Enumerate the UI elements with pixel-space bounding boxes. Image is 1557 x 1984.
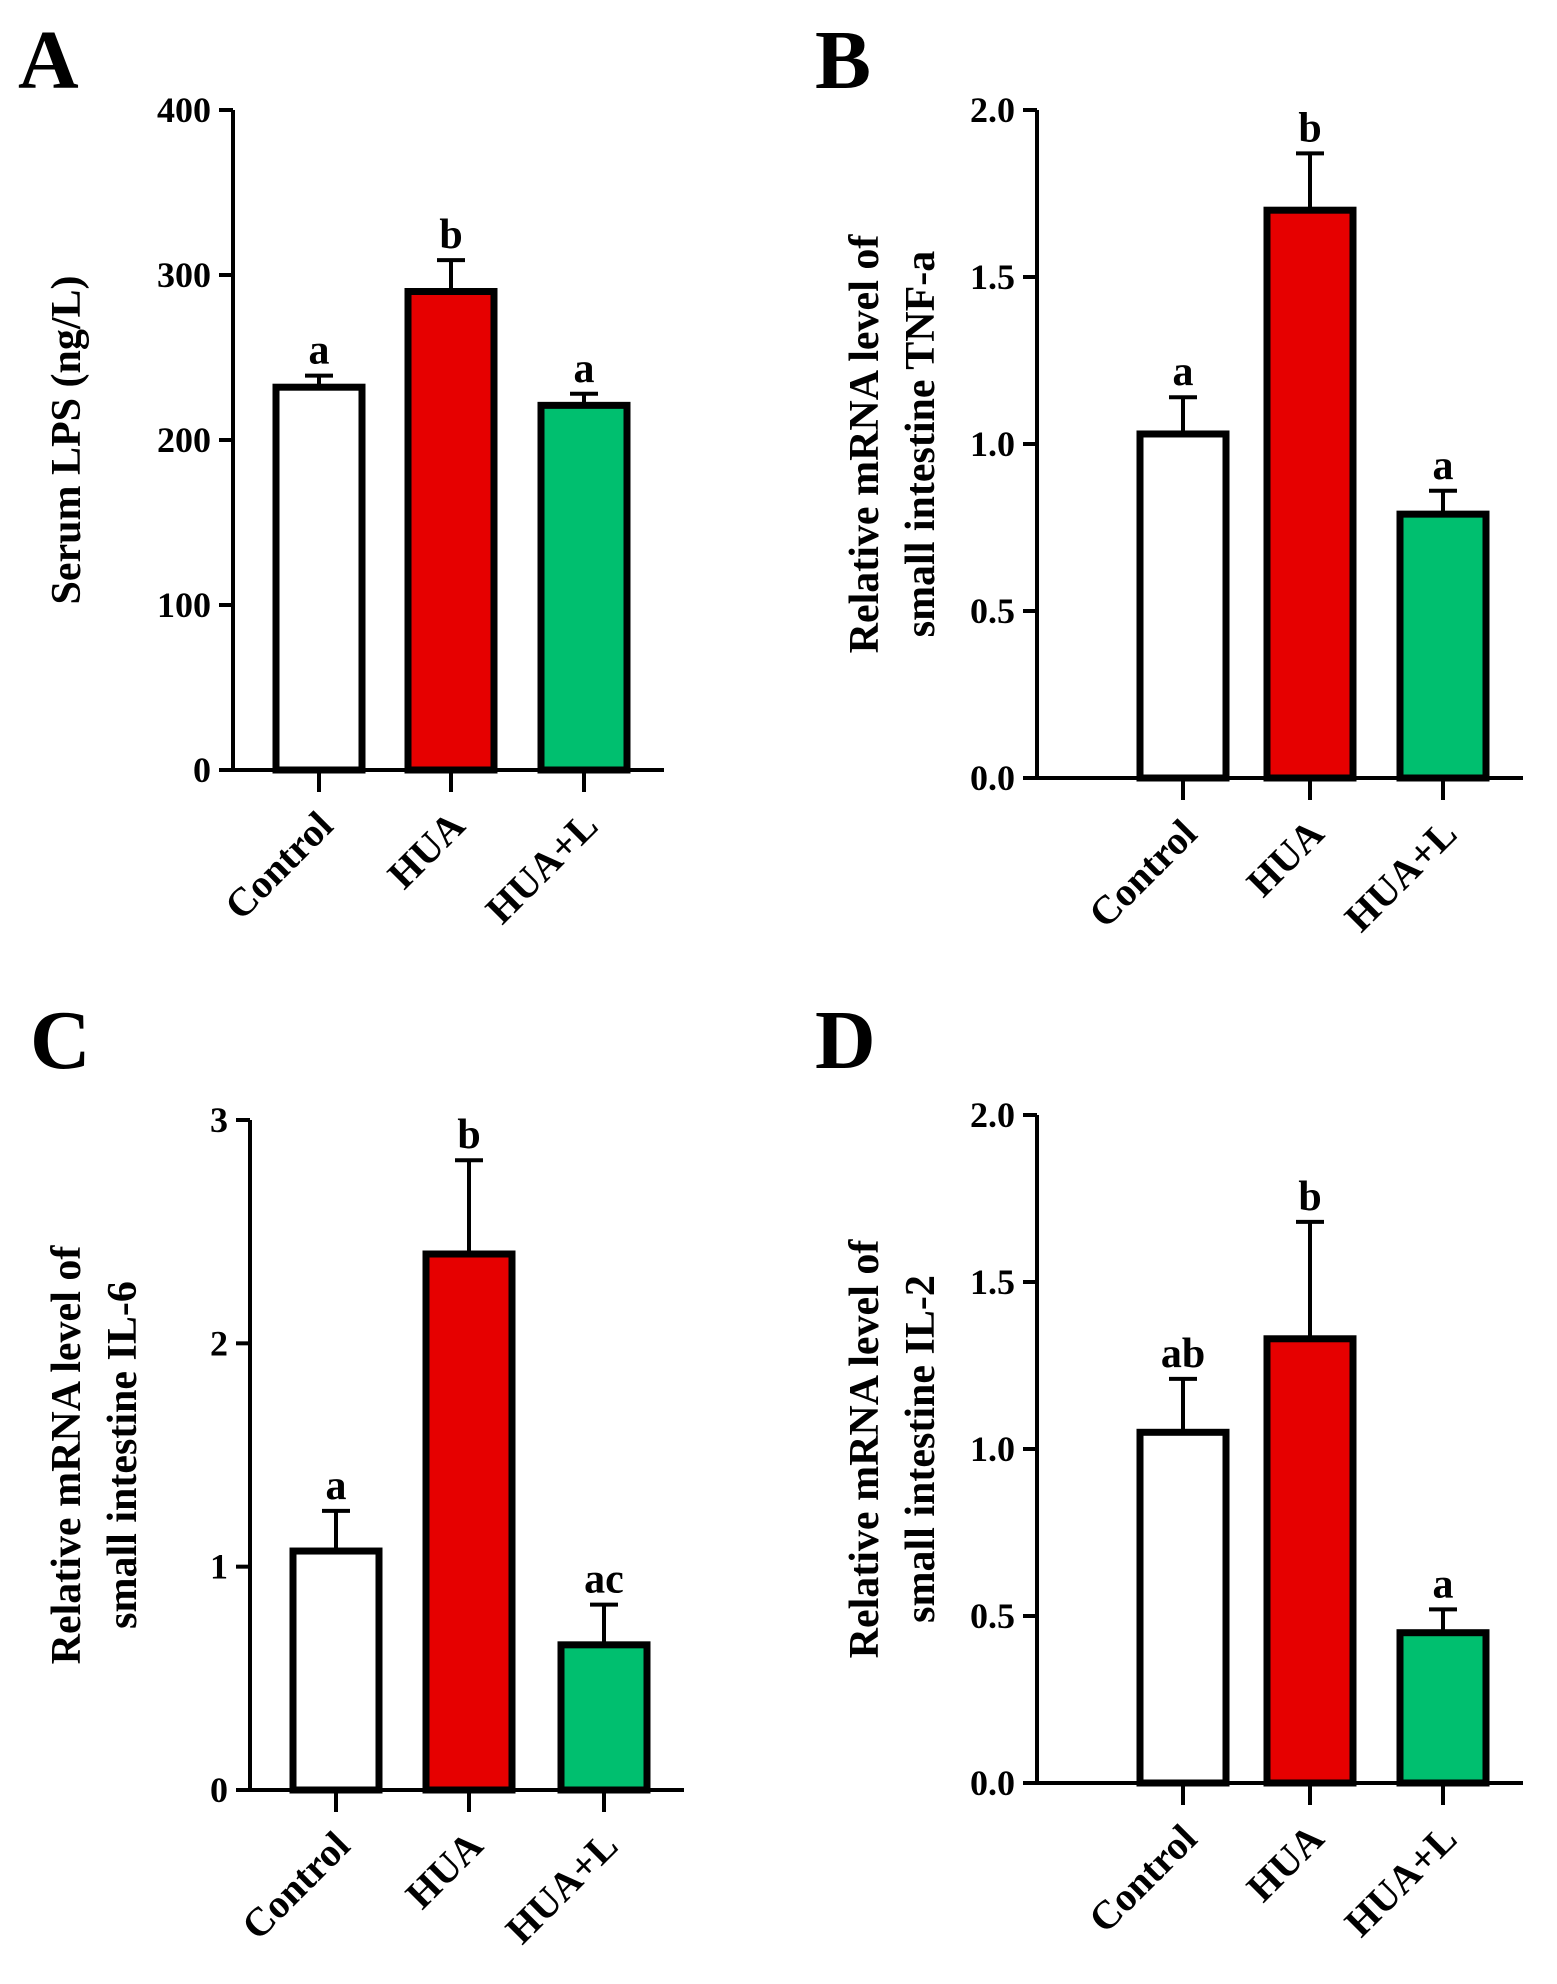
bar-hua [404, 288, 498, 774]
panel-letter: A [18, 14, 79, 107]
significance-label: a [1173, 349, 1194, 395]
significance-label: b [439, 212, 462, 258]
x-category-label: Control [233, 1823, 359, 1949]
significance-label: b [457, 1112, 480, 1158]
y-tick-label: 1.0 [970, 424, 1015, 464]
y-tick-label: 300 [157, 255, 211, 295]
x-category-label: HUA [1238, 1815, 1333, 1910]
y-tick-label: 2 [210, 1323, 228, 1363]
panel-letter: C [30, 994, 91, 1087]
significance-label: a [574, 346, 595, 392]
bar-hua-l [537, 401, 631, 774]
y-tick-label: 200 [157, 420, 211, 460]
significance-label: a [1433, 1561, 1454, 1607]
bar-hua-l [557, 1641, 651, 1794]
bar-control [289, 1547, 383, 1794]
x-category-label: Control [1080, 811, 1206, 937]
panel-letter: D [815, 994, 876, 1087]
x-category-label: HUA [397, 1822, 492, 1917]
y-tick-label: 2.0 [970, 90, 1015, 130]
y-tick-label: 3 [210, 1100, 228, 1140]
x-category-label: HUA+L [1336, 811, 1466, 941]
significance-label: b [1298, 1174, 1321, 1220]
y-tick-label: 0.0 [970, 758, 1015, 798]
bar-hua [1263, 1335, 1357, 1787]
y-tick-label: 0.0 [970, 1763, 1015, 1803]
x-category-label: HUA [1238, 810, 1333, 905]
x-category-label: Control [1080, 1816, 1206, 1942]
panel-D: D 0.0 0.5 1.0 1.5 2.0 Relative mRNA level of sm… [815, 994, 1523, 1945]
y-tick-label: 1 [210, 1547, 228, 1587]
y-axis-label-line: small intestine TNF-a [898, 251, 944, 638]
y-tick-label: 0 [193, 750, 211, 790]
x-category-label: HUA+L [1336, 1816, 1466, 1946]
bar-hua [422, 1250, 516, 1794]
bar-control [1136, 430, 1230, 782]
x-category-label: HUA [379, 802, 474, 897]
bar-hua-l [1396, 510, 1490, 782]
y-axis-label-line: Relative mRNA level of [842, 1239, 888, 1659]
y-tick-label: 0.5 [970, 1596, 1015, 1636]
significance-label: ab [1161, 1331, 1205, 1377]
x-category-label: HUA+L [477, 803, 607, 933]
significance-label: a [1433, 443, 1454, 489]
significance-label: a [326, 1463, 347, 1509]
panel-A: A 0 100 200 300 400 Serum LPS (ng/L) a Control b H… [18, 14, 664, 932]
y-axis-label-line: Relative mRNA level of [44, 1245, 90, 1665]
bar-hua [1263, 206, 1357, 782]
y-axis-label: Relative mRNA level of small intestine TN… [842, 234, 944, 654]
significance-label: a [309, 328, 330, 374]
x-category-label: Control [216, 803, 342, 929]
bar-hua-l [1396, 1629, 1490, 1787]
y-tick-label: 400 [157, 90, 211, 130]
panel-B: B 0.0 0.5 1.0 1.5 2.0 Relative mRNA level of sm… [815, 14, 1523, 940]
panel-letter: B [815, 14, 871, 107]
y-tick-label: 1.5 [970, 1262, 1015, 1302]
y-tick-label: 1.0 [970, 1429, 1015, 1469]
y-axis-label-line: small intestine IL-6 [100, 1281, 146, 1629]
y-axis-label: Serum LPS (ng/L) [44, 275, 90, 604]
panel-C: C 0 1 2 3 Relative mRNA level of small intesti… [30, 994, 684, 1952]
significance-label: b [1298, 105, 1321, 151]
y-axis-label-line: Serum LPS (ng/L) [44, 275, 90, 604]
y-tick-label: 0.5 [970, 591, 1015, 631]
y-axis-label: Relative mRNA level of small intestine IL… [44, 1245, 146, 1665]
y-axis-label-line: Relative mRNA level of [842, 234, 888, 654]
y-tick-label: 1.5 [970, 257, 1015, 297]
y-axis-label: Relative mRNA level of small intestine IL… [842, 1239, 944, 1659]
y-axis-label-line: small intestine IL-2 [898, 1275, 944, 1623]
x-category-label: HUA+L [497, 1823, 627, 1953]
significance-label: ac [584, 1557, 624, 1603]
bar-control [272, 383, 366, 774]
y-tick-label: 100 [157, 585, 211, 625]
y-tick-label: 2.0 [970, 1095, 1015, 1135]
bar-control [1136, 1428, 1230, 1787]
y-tick-label: 0 [210, 1770, 228, 1810]
